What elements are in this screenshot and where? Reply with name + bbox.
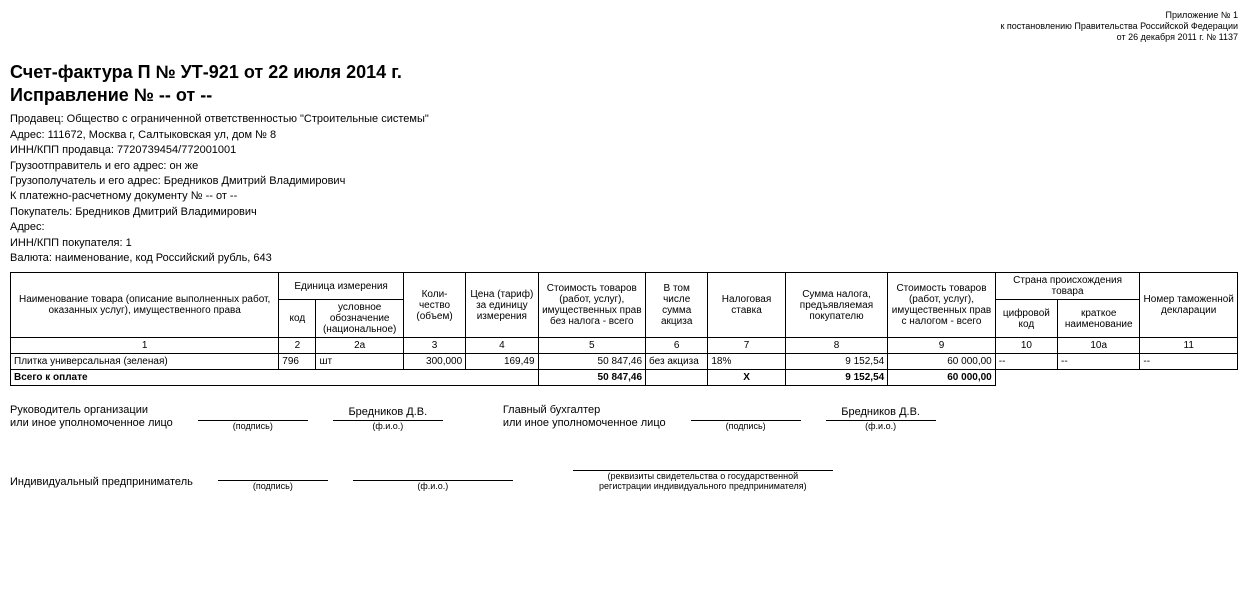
num-1: 1 — [11, 338, 279, 354]
cell-code: 796 — [279, 354, 316, 370]
total-blank2 — [995, 370, 1237, 386]
total-x: X — [708, 370, 785, 386]
data-row: Плитка универсальная (зеленая) 796 шт 30… — [11, 354, 1238, 370]
signature-block-1: Руководитель организации или иное уполно… — [10, 404, 1238, 430]
cell-tax-sum: 9 152,54 — [785, 354, 888, 370]
cell-cost-no-tax: 50 847,46 — [538, 354, 646, 370]
total-row: Всего к оплате 50 847,46 X 9 152,54 60 0… — [11, 370, 1238, 386]
th-tax-rate: Налоговая ставка — [708, 273, 785, 338]
acc-fio: Бредников Д.В. (ф.и.о.) — [826, 406, 936, 431]
ip-fio: (ф.и.о.) — [353, 466, 513, 491]
acc-sign: (подпись) — [691, 406, 801, 431]
th-unit: Единица измерения — [279, 273, 404, 300]
num-2a: 2а — [316, 338, 403, 354]
cell-unit: шт — [316, 354, 403, 370]
column-number-row: 1 2 2а 3 4 5 6 7 8 9 10 10а 11 — [11, 338, 1238, 354]
invoice-table: Наименование товара (описание выполненны… — [10, 272, 1238, 386]
num-3: 3 — [403, 338, 465, 354]
cell-price: 169,49 — [466, 354, 538, 370]
num-11: 11 — [1140, 338, 1238, 354]
annex-block: Приложение № 1 к постановлению Правитель… — [10, 10, 1238, 42]
th-qty: Коли-чество (объем) — [403, 273, 465, 338]
head-label: Руководитель организации или иное уполно… — [10, 404, 173, 430]
cell-name: Плитка универсальная (зеленая) — [11, 354, 279, 370]
th-name: Наименование товара (описание выполненны… — [11, 273, 279, 338]
address-line: Адрес: 111672, Москва г, Салтыковская ул… — [10, 128, 1238, 143]
cell-excise: без акциза — [646, 354, 708, 370]
shipper-line: Грузоотправитель и его адрес: он же — [10, 159, 1238, 174]
th-country-code: цифровой код — [995, 300, 1057, 338]
signature-block-2: Индивидуальный предприниматель (подпись)… — [10, 456, 1238, 491]
acc-label: Главный бухгалтер или иное уполномоченно… — [503, 404, 666, 430]
currency-line: Валюта: наименование, код Российский руб… — [10, 251, 1238, 266]
invoice-title: Счет-фактура П № УТ-921 от 22 июля 2014 … — [10, 62, 1238, 83]
th-excise: В том числе сумма акциза — [646, 273, 708, 338]
th-cost-no-tax: Стоимость товаров (работ, услуг), имущес… — [538, 273, 646, 338]
num-10a: 10а — [1058, 338, 1140, 354]
cell-country-name: -- — [1058, 354, 1140, 370]
cell-qty: 300,000 — [403, 354, 465, 370]
ip-rekv: (реквизиты свидетельства о государственн… — [573, 456, 833, 491]
num-8: 8 — [785, 338, 888, 354]
num-7: 7 — [708, 338, 785, 354]
num-4: 4 — [466, 338, 538, 354]
consignee-line: Грузополучатель и его адрес: Бредников Д… — [10, 174, 1238, 189]
th-cost-with-tax: Стоимость товаров (работ, услуг), имущес… — [888, 273, 996, 338]
th-price: Цена (тариф) за единицу измерения — [466, 273, 538, 338]
seller-line: Продавец: Общество с ограниченной ответс… — [10, 112, 1238, 127]
inn-buyer-line: ИНН/КПП покупателя: 1 — [10, 236, 1238, 251]
total-cost-no-tax: 50 847,46 — [538, 370, 646, 386]
total-tax-sum: 9 152,54 — [785, 370, 888, 386]
total-label: Всего к оплате — [11, 370, 539, 386]
num-2: 2 — [279, 338, 316, 354]
head-sign: (подпись) — [198, 406, 308, 431]
cell-customs: -- — [1140, 354, 1238, 370]
ip-label: Индивидуальный предприниматель — [10, 476, 193, 490]
cell-tax-rate: 18% — [708, 354, 785, 370]
th-country-name: краткое наименование — [1058, 300, 1140, 338]
head-fio: Бредников Д.В. (ф.и.о.) — [333, 406, 443, 431]
th-country: Страна происхождения товара — [995, 273, 1140, 300]
buyer-line: Покупатель: Бредников Дмитрий Владимиров… — [10, 205, 1238, 220]
payment-doc-line: К платежно-расчетному документу № -- от … — [10, 189, 1238, 204]
th-unit-name: условное обозначение (национальное) — [316, 300, 403, 338]
annex-line2: к постановлению Правительства Российской… — [10, 21, 1238, 32]
num-6: 6 — [646, 338, 708, 354]
ip-sign: (подпись) — [218, 466, 328, 491]
cell-cost-with-tax: 60 000,00 — [888, 354, 996, 370]
cell-country-code: -- — [995, 354, 1057, 370]
total-blank1 — [646, 370, 708, 386]
th-customs: Номер таможенной декларации — [1140, 273, 1238, 338]
th-tax-sum: Сумма налога, предъявляемая покупателю — [785, 273, 888, 338]
buyer-address-line: Адрес: — [10, 220, 1238, 235]
annex-line1: Приложение № 1 — [10, 10, 1238, 21]
inn-seller-line: ИНН/КПП продавца: 7720739454/772001001 — [10, 143, 1238, 158]
num-5: 5 — [538, 338, 646, 354]
num-9: 9 — [888, 338, 996, 354]
th-code: код — [279, 300, 316, 338]
total-cost-with-tax: 60 000,00 — [888, 370, 996, 386]
num-10: 10 — [995, 338, 1057, 354]
annex-line3: от 26 декабря 2011 г. № 1137 — [10, 32, 1238, 43]
correction-title: Исправление № -- от -- — [10, 85, 1238, 106]
